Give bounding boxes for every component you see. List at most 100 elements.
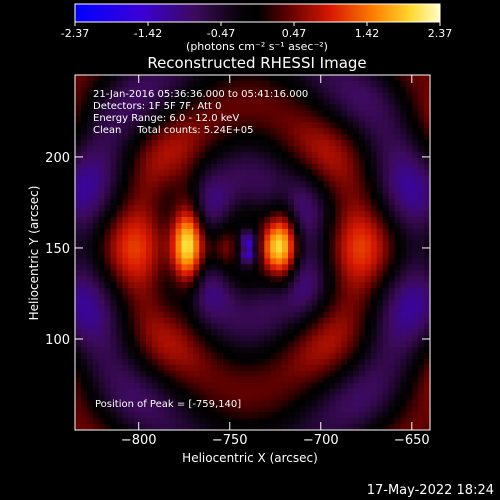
heatmap-cell	[240, 424, 248, 430]
heatmap-cell	[388, 116, 396, 123]
heatmap-cell	[264, 181, 271, 189]
heatmap-cell	[388, 412, 396, 419]
heatmap-cell	[181, 376, 189, 384]
heatmap-cell	[205, 323, 212, 331]
heatmap-cell	[394, 169, 402, 177]
heatmap-cell	[341, 205, 348, 212]
heatmap-cell	[282, 92, 289, 100]
heatmap-cell	[110, 240, 118, 248]
heatmap-cell	[98, 217, 106, 224]
heatmap-cell	[80, 128, 88, 135]
heatmap-cell	[341, 394, 348, 402]
heatmap-cell	[140, 157, 147, 165]
heatmap-cell	[146, 370, 153, 378]
heatmap-cell	[175, 335, 183, 342]
heatmap-cell	[347, 299, 354, 307]
heatmap-cell	[110, 382, 118, 390]
heatmap-cell	[116, 400, 123, 407]
heatmap-cell	[86, 382, 94, 390]
heatmap-cell	[364, 240, 372, 248]
heatmap-cell	[240, 75, 248, 82]
heatmap-cell	[205, 299, 212, 307]
heatmap-cell	[329, 276, 336, 283]
heatmap-cell	[424, 193, 430, 200]
heatmap-cell	[80, 282, 88, 289]
heatmap-cell	[122, 169, 129, 177]
heatmap-cell	[134, 175, 141, 183]
heatmap-cell	[104, 412, 112, 419]
heatmap-cell	[388, 270, 396, 277]
heatmap-cell	[181, 412, 189, 419]
heatmap-cell	[86, 246, 94, 254]
heatmap-cell	[329, 394, 336, 402]
heatmap-cell	[394, 122, 402, 129]
heatmap-cell	[98, 187, 106, 194]
heatmap-cell	[92, 234, 100, 242]
heatmap-cell	[264, 246, 271, 254]
heatmap-cell	[228, 175, 236, 183]
heatmap-cell	[199, 329, 206, 336]
heatmap-cell	[347, 122, 354, 129]
heatmap-cell	[169, 110, 177, 118]
heatmap-cell	[329, 228, 336, 236]
heatmap-cell	[341, 92, 348, 100]
heatmap-cell	[92, 193, 100, 200]
heatmap-cell	[110, 140, 118, 147]
heatmap-cell	[205, 353, 212, 360]
heatmap-cell	[228, 341, 236, 348]
heatmap-cell	[98, 92, 106, 100]
heatmap-cell	[359, 264, 366, 271]
colorbar-tick-label: -2.37	[61, 27, 89, 40]
heatmap-cell	[163, 98, 171, 106]
heatmap-cell	[151, 424, 159, 430]
heatmap-cell	[86, 329, 94, 336]
heatmap-cell	[134, 400, 141, 407]
heatmap-cell	[317, 140, 325, 147]
heatmap-cell	[228, 246, 236, 254]
heatmap-cell	[211, 276, 218, 283]
heatmap-cell	[341, 299, 348, 307]
heatmap-cell	[264, 217, 271, 224]
heatmap-cell	[418, 80, 425, 88]
heatmap-cell	[181, 370, 189, 378]
heatmap-cell	[323, 240, 331, 248]
heatmap-cell	[211, 347, 218, 354]
heatmap-cell	[276, 394, 283, 402]
heatmap-cell	[116, 175, 123, 183]
heatmap-cell	[329, 151, 336, 159]
heatmap-cell	[412, 163, 419, 171]
heatmap-cell	[276, 211, 283, 218]
heatmap-cell	[217, 240, 224, 248]
heatmap-cell	[217, 193, 224, 200]
heatmap-cell	[140, 240, 147, 248]
heatmap-cell	[311, 122, 319, 129]
heatmap-cell	[252, 116, 260, 123]
heatmap-cell	[406, 347, 413, 354]
heatmap-cell	[169, 412, 177, 419]
heatmap-cell	[234, 234, 242, 242]
heatmap-cell	[299, 364, 307, 372]
heatmap-cell	[116, 299, 123, 307]
heatmap-cell	[80, 258, 88, 265]
heatmap-cell	[110, 335, 118, 342]
heatmap-cell	[258, 134, 265, 141]
heatmap-cell	[240, 193, 248, 200]
heatmap-cell	[311, 299, 319, 307]
heatmap-cell	[128, 335, 135, 342]
heatmap-cell	[75, 418, 82, 425]
heatmap-cell	[169, 364, 177, 372]
heatmap-cell	[382, 382, 390, 390]
heatmap-cell	[205, 264, 212, 271]
heatmap-cell	[86, 388, 94, 396]
heatmap-cell	[163, 193, 171, 200]
heatmap-cell	[246, 193, 254, 200]
heatmap-cell	[151, 104, 159, 112]
heatmap-cell	[175, 323, 183, 331]
heatmap-cell	[299, 388, 307, 396]
heatmap-cell	[104, 264, 112, 271]
heatmap-cell	[169, 370, 177, 378]
heatmap-cell	[424, 258, 430, 265]
heatmap-cell	[364, 335, 372, 342]
heatmap-cell	[299, 122, 307, 129]
heatmap-cell	[163, 258, 171, 265]
